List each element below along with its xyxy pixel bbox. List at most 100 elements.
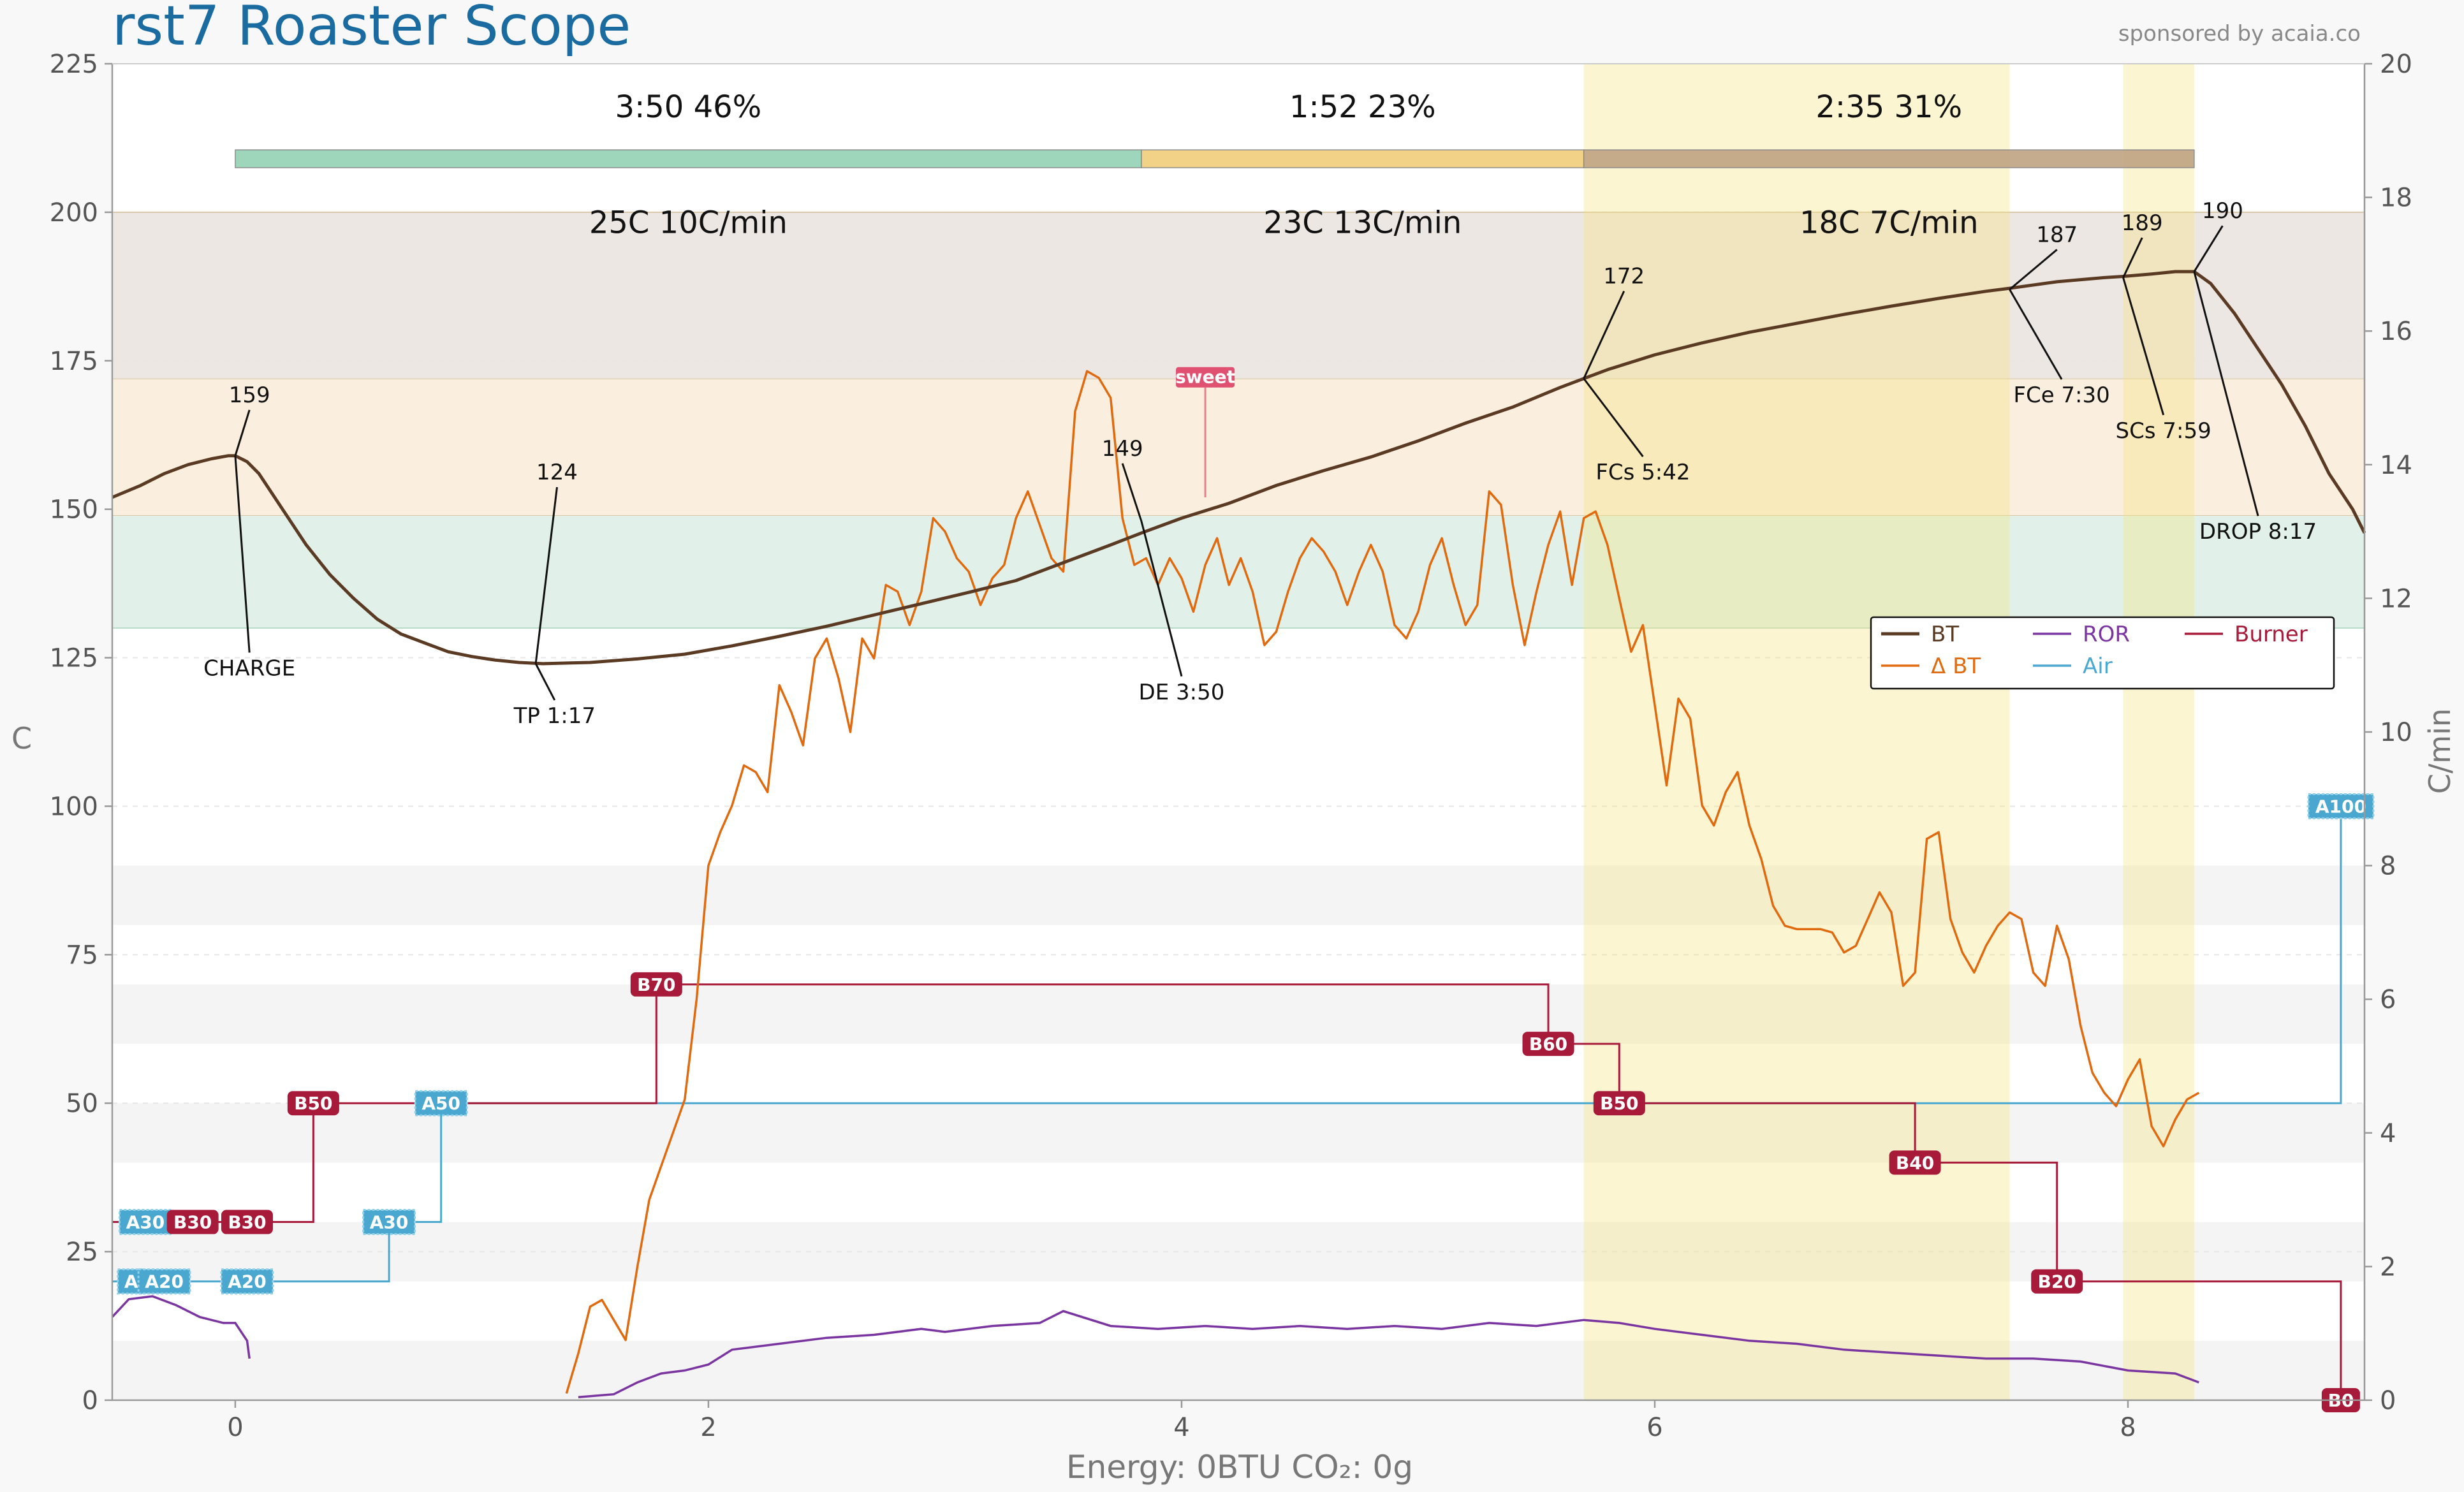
event-marker-label: A20 xyxy=(228,1271,267,1292)
phase-rise-label: 18C 7C/min xyxy=(1800,205,1979,240)
y-axis-label: C xyxy=(11,721,32,756)
air-event-marker xyxy=(220,1268,274,1295)
annotation-event-label: DROP 8:17 xyxy=(2199,519,2317,545)
annotation-leader xyxy=(1140,520,1183,677)
annotation-value: 124 xyxy=(536,460,578,485)
temperature-band xyxy=(112,378,2365,515)
annotation-leader xyxy=(1583,291,1625,379)
burner-event-marker xyxy=(1522,1032,1574,1057)
sponsor-label[interactable]: sponsored by acaia.co xyxy=(2118,21,2361,47)
y-tick-label: 0 xyxy=(82,1386,98,1415)
y2-tick-label: 8 xyxy=(2380,852,2396,881)
phase-bar xyxy=(1141,149,1585,168)
x-tick-label: 8 xyxy=(2120,1413,2136,1442)
annotation-leader xyxy=(2009,249,2058,291)
legend-entry: BT xyxy=(1931,622,1959,647)
event-marker-label: A100 xyxy=(2315,796,2366,817)
x-tick-label: 2 xyxy=(700,1413,716,1442)
annotation-leader xyxy=(1583,377,1644,457)
burner-event-marker xyxy=(1889,1150,1941,1175)
y2-tick-label: 2 xyxy=(2380,1252,2396,1282)
event-marker-label: B20 xyxy=(2038,1271,2076,1292)
annotation-leader xyxy=(234,455,251,653)
sweet-marker-box xyxy=(1176,367,1235,388)
event-marker-label: B30 xyxy=(228,1212,266,1233)
x-tick-label: 6 xyxy=(1646,1413,1662,1442)
energy-footer: Energy: 0BTU CO₂: 0g xyxy=(1066,1449,1413,1486)
air-event-marker xyxy=(414,1090,468,1116)
phase-rise-label: 25C 10C/min xyxy=(589,205,788,240)
x-tick-label: 4 xyxy=(1173,1413,1189,1442)
annotation-value: 149 xyxy=(1102,436,1143,462)
phase-time-label: 1:52 23% xyxy=(1289,89,1436,125)
y-tick-label: 225 xyxy=(50,50,98,79)
y2-tick-label: 6 xyxy=(2380,985,2396,1014)
annotation-leader xyxy=(1121,463,1143,522)
annotation-leader xyxy=(2122,277,2165,416)
y-tick-label: 150 xyxy=(50,495,98,525)
annotation-value: 190 xyxy=(2202,198,2243,224)
y2-tick-label: 10 xyxy=(2380,718,2412,747)
y-tick-label: 125 xyxy=(50,644,98,673)
chart-title: rst7 Roaster Scope xyxy=(112,0,631,58)
air-event-marker xyxy=(137,1268,191,1295)
event-marker-label: B50 xyxy=(294,1093,332,1114)
y-tick-label: 175 xyxy=(50,347,98,376)
annotation-leader xyxy=(534,486,558,664)
y2-tick-label: 14 xyxy=(2380,451,2412,480)
annotation-leader xyxy=(2122,237,2143,279)
event-marker-label: B50 xyxy=(1600,1093,1638,1114)
annotation-event-label: TP 1:17 xyxy=(513,703,596,729)
annotation-event-label: CHARGE xyxy=(203,656,295,682)
annotation-value: 159 xyxy=(229,383,270,408)
background-stripe xyxy=(112,984,2365,1044)
y2-tick-label: 4 xyxy=(2380,1119,2396,1148)
event-marker-label: B30 xyxy=(173,1212,212,1233)
y2-tick-label: 18 xyxy=(2380,184,2412,213)
annotation-event-label: FCs 5:42 xyxy=(1595,460,1690,485)
annotation-leader xyxy=(2009,289,2063,380)
event-marker-label: A20 xyxy=(145,1271,184,1292)
legend-box xyxy=(1870,616,2335,690)
burner-event-marker xyxy=(630,972,682,997)
phase-time-label: 3:50 46% xyxy=(615,89,762,125)
temperature-band xyxy=(112,515,2365,628)
annotation-leader xyxy=(2193,225,2224,272)
phase-bar xyxy=(1583,149,2195,168)
x-tick-label: 0 xyxy=(227,1413,243,1442)
y2-tick-label: 20 xyxy=(2380,50,2412,79)
annotation-leader xyxy=(2193,271,2259,516)
phase-bar xyxy=(235,149,1142,168)
y-tick-label: 75 xyxy=(66,940,98,970)
legend-entry: Air xyxy=(2083,654,2113,679)
y-tick-label: 200 xyxy=(50,198,98,228)
phase-rise-label: 23C 13C/min xyxy=(1263,205,1462,240)
y-tick-label: 50 xyxy=(66,1089,98,1118)
event-marker-label: B70 xyxy=(637,974,675,995)
annotation-event-label: DE 3:50 xyxy=(1139,680,1225,705)
highlight-span xyxy=(1583,64,2010,1400)
bt-series-line xyxy=(112,270,2366,666)
event-marker-label: B40 xyxy=(1896,1152,1934,1173)
annotation-event-label: FCe 7:30 xyxy=(2013,383,2109,408)
sweet-marker-label: sweet xyxy=(1175,367,1235,388)
y-tick-label: 100 xyxy=(50,792,98,821)
air-event-marker xyxy=(362,1209,416,1236)
air-series-line xyxy=(112,806,2342,1283)
y2-tick-label: 12 xyxy=(2380,584,2412,613)
burner-event-marker xyxy=(1593,1091,1645,1116)
legend-entry: Burner xyxy=(2234,622,2308,647)
burner-event-marker xyxy=(166,1210,219,1234)
annotation-event-label: SCs 7:59 xyxy=(2116,418,2211,444)
legend-entry: Δ BT xyxy=(1931,654,1981,679)
legend-entry: ROR xyxy=(2083,622,2130,647)
y2-tick-label: 0 xyxy=(2380,1386,2396,1415)
event-marker-label: A30 xyxy=(370,1212,409,1233)
temperature-band xyxy=(112,212,2365,379)
burner-event-marker xyxy=(221,1210,273,1234)
y2-tick-label: 16 xyxy=(2380,317,2412,346)
burner-event-marker xyxy=(2031,1269,2083,1294)
event-marker-label: B60 xyxy=(1529,1034,1567,1055)
